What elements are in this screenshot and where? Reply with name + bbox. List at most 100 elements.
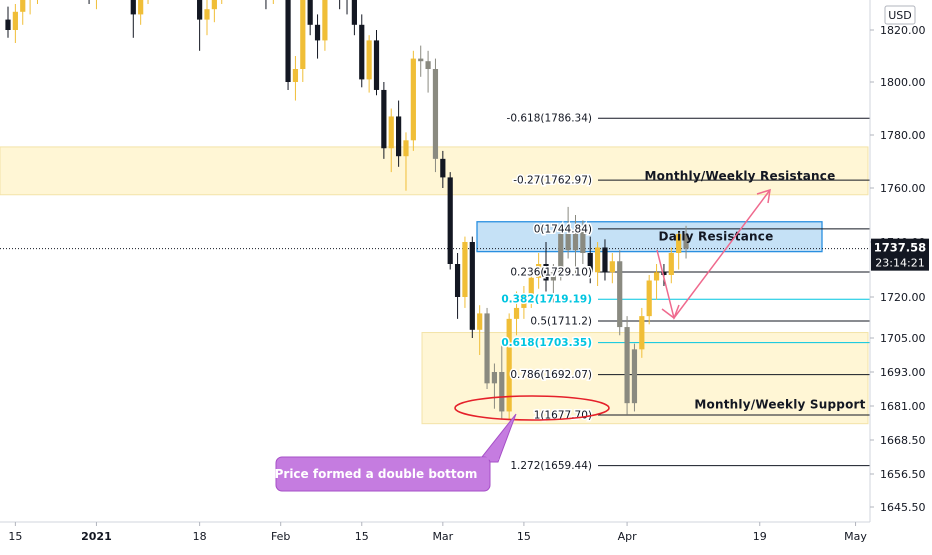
time-tick-label-9: May [844, 530, 867, 543]
candle-body-85 [631, 349, 638, 404]
candle-body-40 [300, 0, 306, 70]
candle-body-82 [609, 261, 615, 273]
currency-badge[interactable] [884, 5, 916, 25]
candle-77 [572, 215, 579, 275]
candle-71 [528, 269, 534, 308]
candle-40 [300, 0, 306, 82]
candle-body-57 [425, 61, 431, 69]
last-price-badge: 1737.58 23:14:21 [871, 238, 929, 271]
candle-body-56 [418, 58, 424, 62]
candle-59 [440, 150, 446, 188]
projection-arrowhead-1 [661, 304, 680, 320]
candle-88 [653, 264, 660, 300]
price-tick-label-2: 1780.00 [880, 129, 926, 142]
candle-57 [425, 50, 431, 93]
candle-79 [587, 236, 593, 284]
candle-body-53 [396, 116, 402, 157]
candle-75 [558, 228, 564, 281]
price-tick-label-3: 1760.00 [880, 182, 926, 195]
candle-49 [366, 35, 372, 93]
candle-body-58 [432, 69, 439, 159]
candle-body-71 [528, 277, 534, 295]
candle-45 [339, 0, 341, 10]
fib-label-3: 0.236(1729.10) [510, 266, 592, 278]
candle-42 [314, 14, 321, 59]
price-tick-label-6: 1705.00 [880, 332, 926, 345]
price-axis[interactable]: USD 1820.001800.001780.001760.001740.001… [869, 0, 932, 550]
time-axis[interactable]: 15 2021 18 Feb 15 Mar 15 Apr 19 May [0, 521, 932, 550]
candle-78 [580, 220, 586, 264]
candle-body-90 [668, 253, 674, 275]
candle-body-27 [204, 9, 210, 20]
fib-label-4: 0.382(1719.19) [501, 294, 592, 306]
candle-body-76 [565, 233, 571, 251]
candle-3 [29, 0, 31, 15]
candle-body-47 [351, 0, 357, 25]
candle-66 [491, 363, 498, 409]
candle-81 [602, 239, 608, 281]
candle-body-75 [558, 233, 564, 273]
candle-body-80 [595, 247, 601, 273]
candle-body-69 [513, 307, 520, 319]
candles-layer [5, 0, 689, 420]
candle-69 [513, 291, 520, 336]
zones-layer [0, 146, 870, 425]
candle-82 [609, 253, 615, 284]
candle-body-48 [359, 24, 365, 80]
candle-43 [322, 0, 328, 51]
last-price-badge-background [871, 238, 929, 271]
candle-body-52 [388, 116, 394, 149]
candle-83 [617, 250, 623, 336]
time-axis-background [0, 522, 932, 550]
candle-0 [5, 6, 11, 38]
fib-label-6: 0.618(1703.35) [501, 337, 592, 349]
price-tick-label-11: 1645.50 [880, 501, 926, 514]
candle-80 [595, 242, 601, 286]
candle-85 [631, 343, 638, 412]
last-price-value: 1737.58 [874, 241, 926, 255]
candle-90 [668, 247, 674, 284]
candle-46 [346, 0, 348, 15]
candle-body-92 [683, 233, 689, 249]
candle-92 [683, 225, 689, 259]
candle-body-2 [20, 0, 26, 12]
price-tick-label-7: 1693.00 [880, 366, 926, 379]
price-tick-label-5: 1720.00 [880, 291, 926, 304]
candle-1 [12, 4, 18, 43]
candle-38 [285, 0, 291, 90]
candle-body-77 [572, 231, 579, 251]
candle-body-73 [543, 264, 549, 281]
price-tick-label-8: 1681.00 [880, 400, 926, 413]
candle-41 [307, 0, 313, 36]
candle-body-68 [506, 318, 512, 412]
candle-86 [639, 307, 645, 358]
candle-51 [381, 82, 387, 159]
candle-body-91 [676, 233, 682, 253]
candle-body-39 [292, 69, 299, 82]
price-tick-label-0: 1820.00 [880, 24, 926, 37]
candle-61 [454, 253, 461, 319]
candle-76 [565, 206, 571, 259]
candle-body-55 [410, 58, 416, 141]
time-tick-label-1: 2021 [81, 530, 112, 543]
candle-body-61 [454, 264, 461, 297]
candle-47 [351, 0, 357, 36]
callout-text: Price formed a double bottom [275, 467, 478, 481]
price-tick-label-1: 1800.00 [880, 76, 926, 89]
candle-body-88 [653, 272, 660, 281]
zone-label-3: Monthly/Weekly Support [694, 398, 865, 412]
candle-body-84 [624, 327, 630, 404]
candle-50 [373, 30, 380, 96]
time-ticks: 15 2021 18 Feb 15 Mar 15 Apr 19 May [8, 522, 867, 543]
zone-2 [476, 221, 823, 253]
candle-body-87 [646, 280, 652, 317]
time-tick-label-6: 15 [517, 530, 531, 543]
candle-body-79 [587, 253, 593, 273]
candle-body-81 [602, 247, 608, 273]
candle-65 [484, 307, 490, 389]
price-tick-label-9: 1668.50 [880, 434, 926, 447]
candle-62 [462, 236, 468, 308]
candle-body-62 [462, 242, 468, 297]
fib-label-7: 0.786(1692.07) [510, 369, 592, 381]
